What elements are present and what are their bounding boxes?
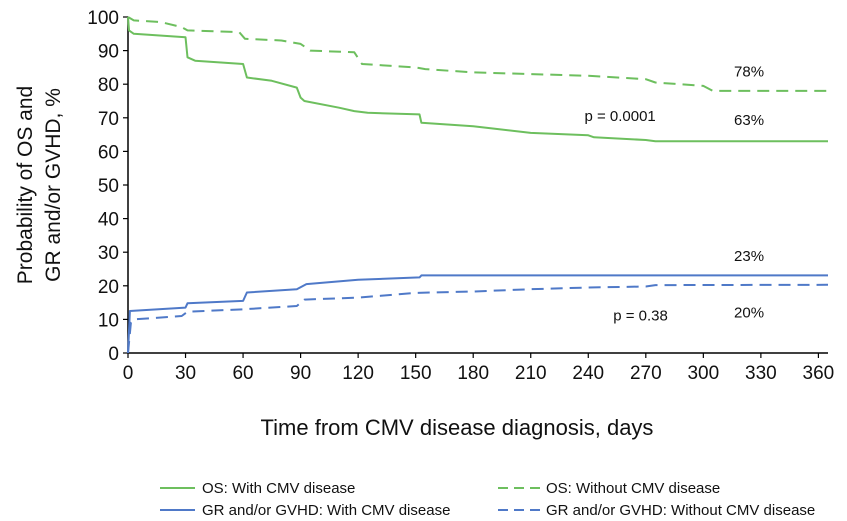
legend: OS: With CMV disease OS: Without CMV dis…: [160, 480, 815, 519]
annotations: 78% p = 0.0001 63% 23% p = 0.38 20%: [584, 63, 764, 324]
series-line-3: [127, 274, 828, 354]
annotation-label: 20%: [734, 305, 764, 322]
series-line-1: [127, 16, 828, 143]
x-tick-label: 60: [232, 363, 253, 384]
legend-label-os-with: OS: With CMV disease: [202, 480, 355, 497]
x-tick-label: 360: [803, 363, 835, 384]
legend-label-gr-with: GR and/or GVHD: With CMV disease: [202, 502, 450, 519]
annotation-label: 63%: [734, 112, 764, 129]
x-tick-label: 30: [175, 363, 196, 384]
y-ticks: 0 10 20 30 40 50 60 70 80 90 100: [87, 8, 128, 365]
x-tick-label: 270: [630, 363, 662, 384]
y-tick-label: 90: [98, 42, 119, 63]
x-ticks: 0 30 60 90 120 150 180 210 240 270 300 330 360: [123, 353, 835, 384]
x-tick-label: 120: [342, 363, 374, 384]
x-tick-label: 240: [572, 363, 604, 384]
series-line-2: [127, 16, 828, 92]
axes: [127, 17, 828, 354]
legend-label-os-without: OS: Without CMV disease: [546, 480, 720, 497]
y-tick-label: 10: [98, 310, 119, 331]
x-tick-label: 180: [457, 363, 489, 384]
x-tick-label: 90: [290, 363, 311, 384]
annotation-label: p = 0.38: [613, 308, 668, 325]
x-tick-label: 0: [123, 363, 134, 384]
y-tick-label: 60: [98, 142, 119, 163]
x-tick-label: 210: [515, 363, 547, 384]
y-axis-label-line-2: GR and/or GVHD, %: [42, 88, 65, 282]
y-tick-label: 50: [98, 176, 119, 197]
legend-label-gr-without: GR and/or GVHD: Without CMV disease: [546, 502, 815, 519]
y-tick-label: 30: [98, 243, 119, 264]
annotation-label: 78%: [734, 63, 764, 80]
x-tick-label: 330: [745, 363, 777, 384]
x-tick-label: 300: [687, 363, 719, 384]
x-tick-label: 150: [400, 363, 432, 384]
y-tick-label: 40: [98, 210, 119, 231]
y-tick-label: 70: [98, 109, 119, 130]
annotation-label: p = 0.0001: [584, 108, 655, 125]
y-tick-label: 0: [108, 344, 119, 365]
x-axis-label: Time from CMV disease diagnosis, days: [261, 415, 654, 440]
series-line-4: [127, 283, 829, 354]
y-tick-label: 80: [98, 75, 119, 96]
annotation-label: 23%: [734, 248, 764, 265]
y-tick-label: 20: [98, 277, 119, 298]
series-lines: [127, 16, 829, 354]
y-tick-label: 100: [87, 8, 119, 29]
y-axis-label-line-1: Probability of OS and: [14, 86, 37, 284]
